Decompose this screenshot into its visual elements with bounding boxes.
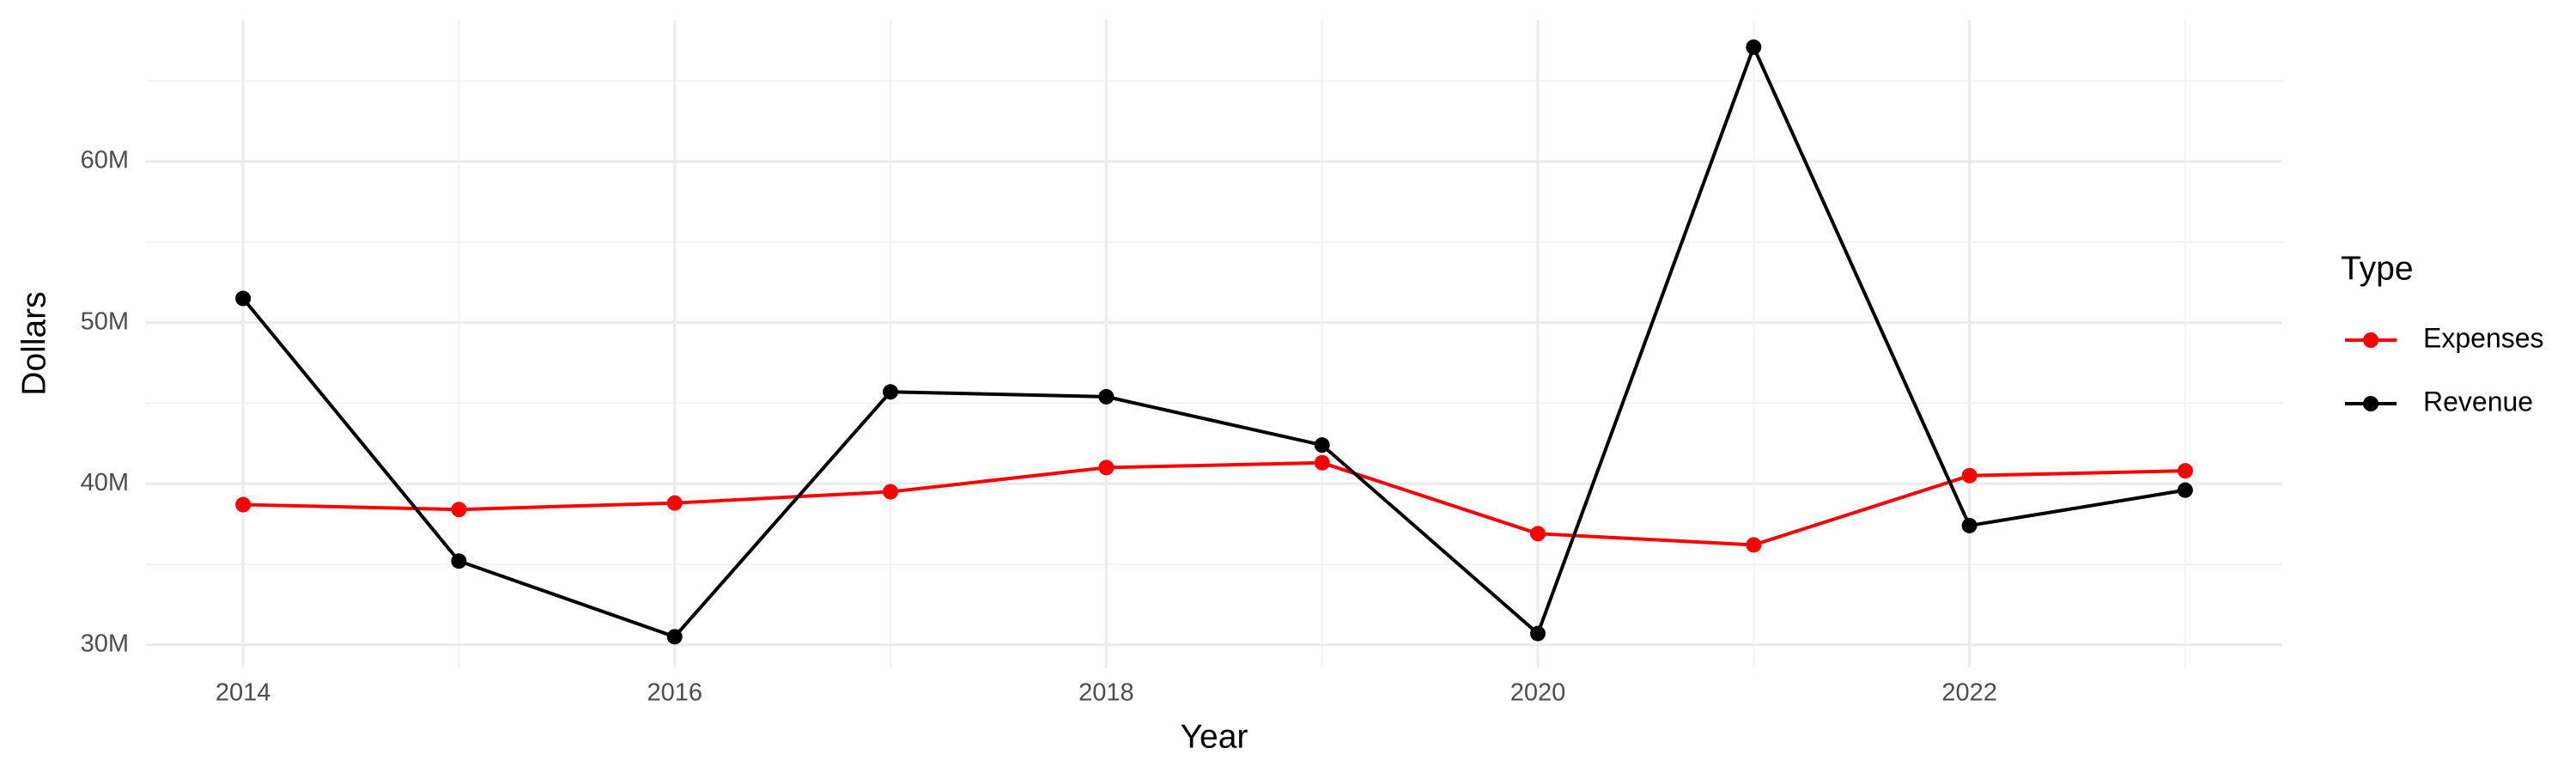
point (883, 384, 899, 400)
point (235, 496, 252, 513)
point (2177, 482, 2193, 498)
x-tick-label: 2022 (1941, 679, 1997, 707)
legend-point (2363, 332, 2379, 348)
point (1961, 517, 1978, 533)
point (2177, 463, 2193, 479)
y-tick-label: 30M (81, 630, 129, 657)
point (1746, 537, 1762, 553)
point (1314, 437, 1330, 453)
point (1314, 454, 1330, 471)
x-tick-label: 2020 (1510, 679, 1566, 707)
point (1529, 526, 1546, 542)
x-axis-title: Year (1181, 718, 1249, 755)
legend-label: Expenses (2423, 322, 2544, 353)
y-axis-title: Dollars (15, 291, 52, 395)
series-line (243, 460, 2185, 547)
point (451, 553, 467, 569)
point (1746, 39, 1762, 55)
legend-title: Type (2341, 250, 2414, 287)
series-line (241, 42, 2186, 639)
point (666, 495, 683, 511)
y-tick-label: 50M (81, 307, 129, 335)
y-tick-label: 60M (81, 147, 129, 174)
x-tick-label: 2018 (1078, 679, 1134, 707)
point (666, 629, 683, 645)
point (1098, 388, 1115, 405)
point (235, 290, 252, 307)
x-tick-label: 2014 (216, 679, 271, 707)
point (451, 502, 467, 518)
point (1098, 460, 1115, 476)
legend-point (2363, 396, 2379, 411)
x-tick-label: 2016 (647, 679, 702, 707)
point (883, 484, 899, 500)
legend-label: Revenue (2423, 386, 2533, 417)
point (1961, 467, 1978, 484)
point (1529, 625, 1546, 642)
y-tick-label: 40M (81, 469, 129, 496)
